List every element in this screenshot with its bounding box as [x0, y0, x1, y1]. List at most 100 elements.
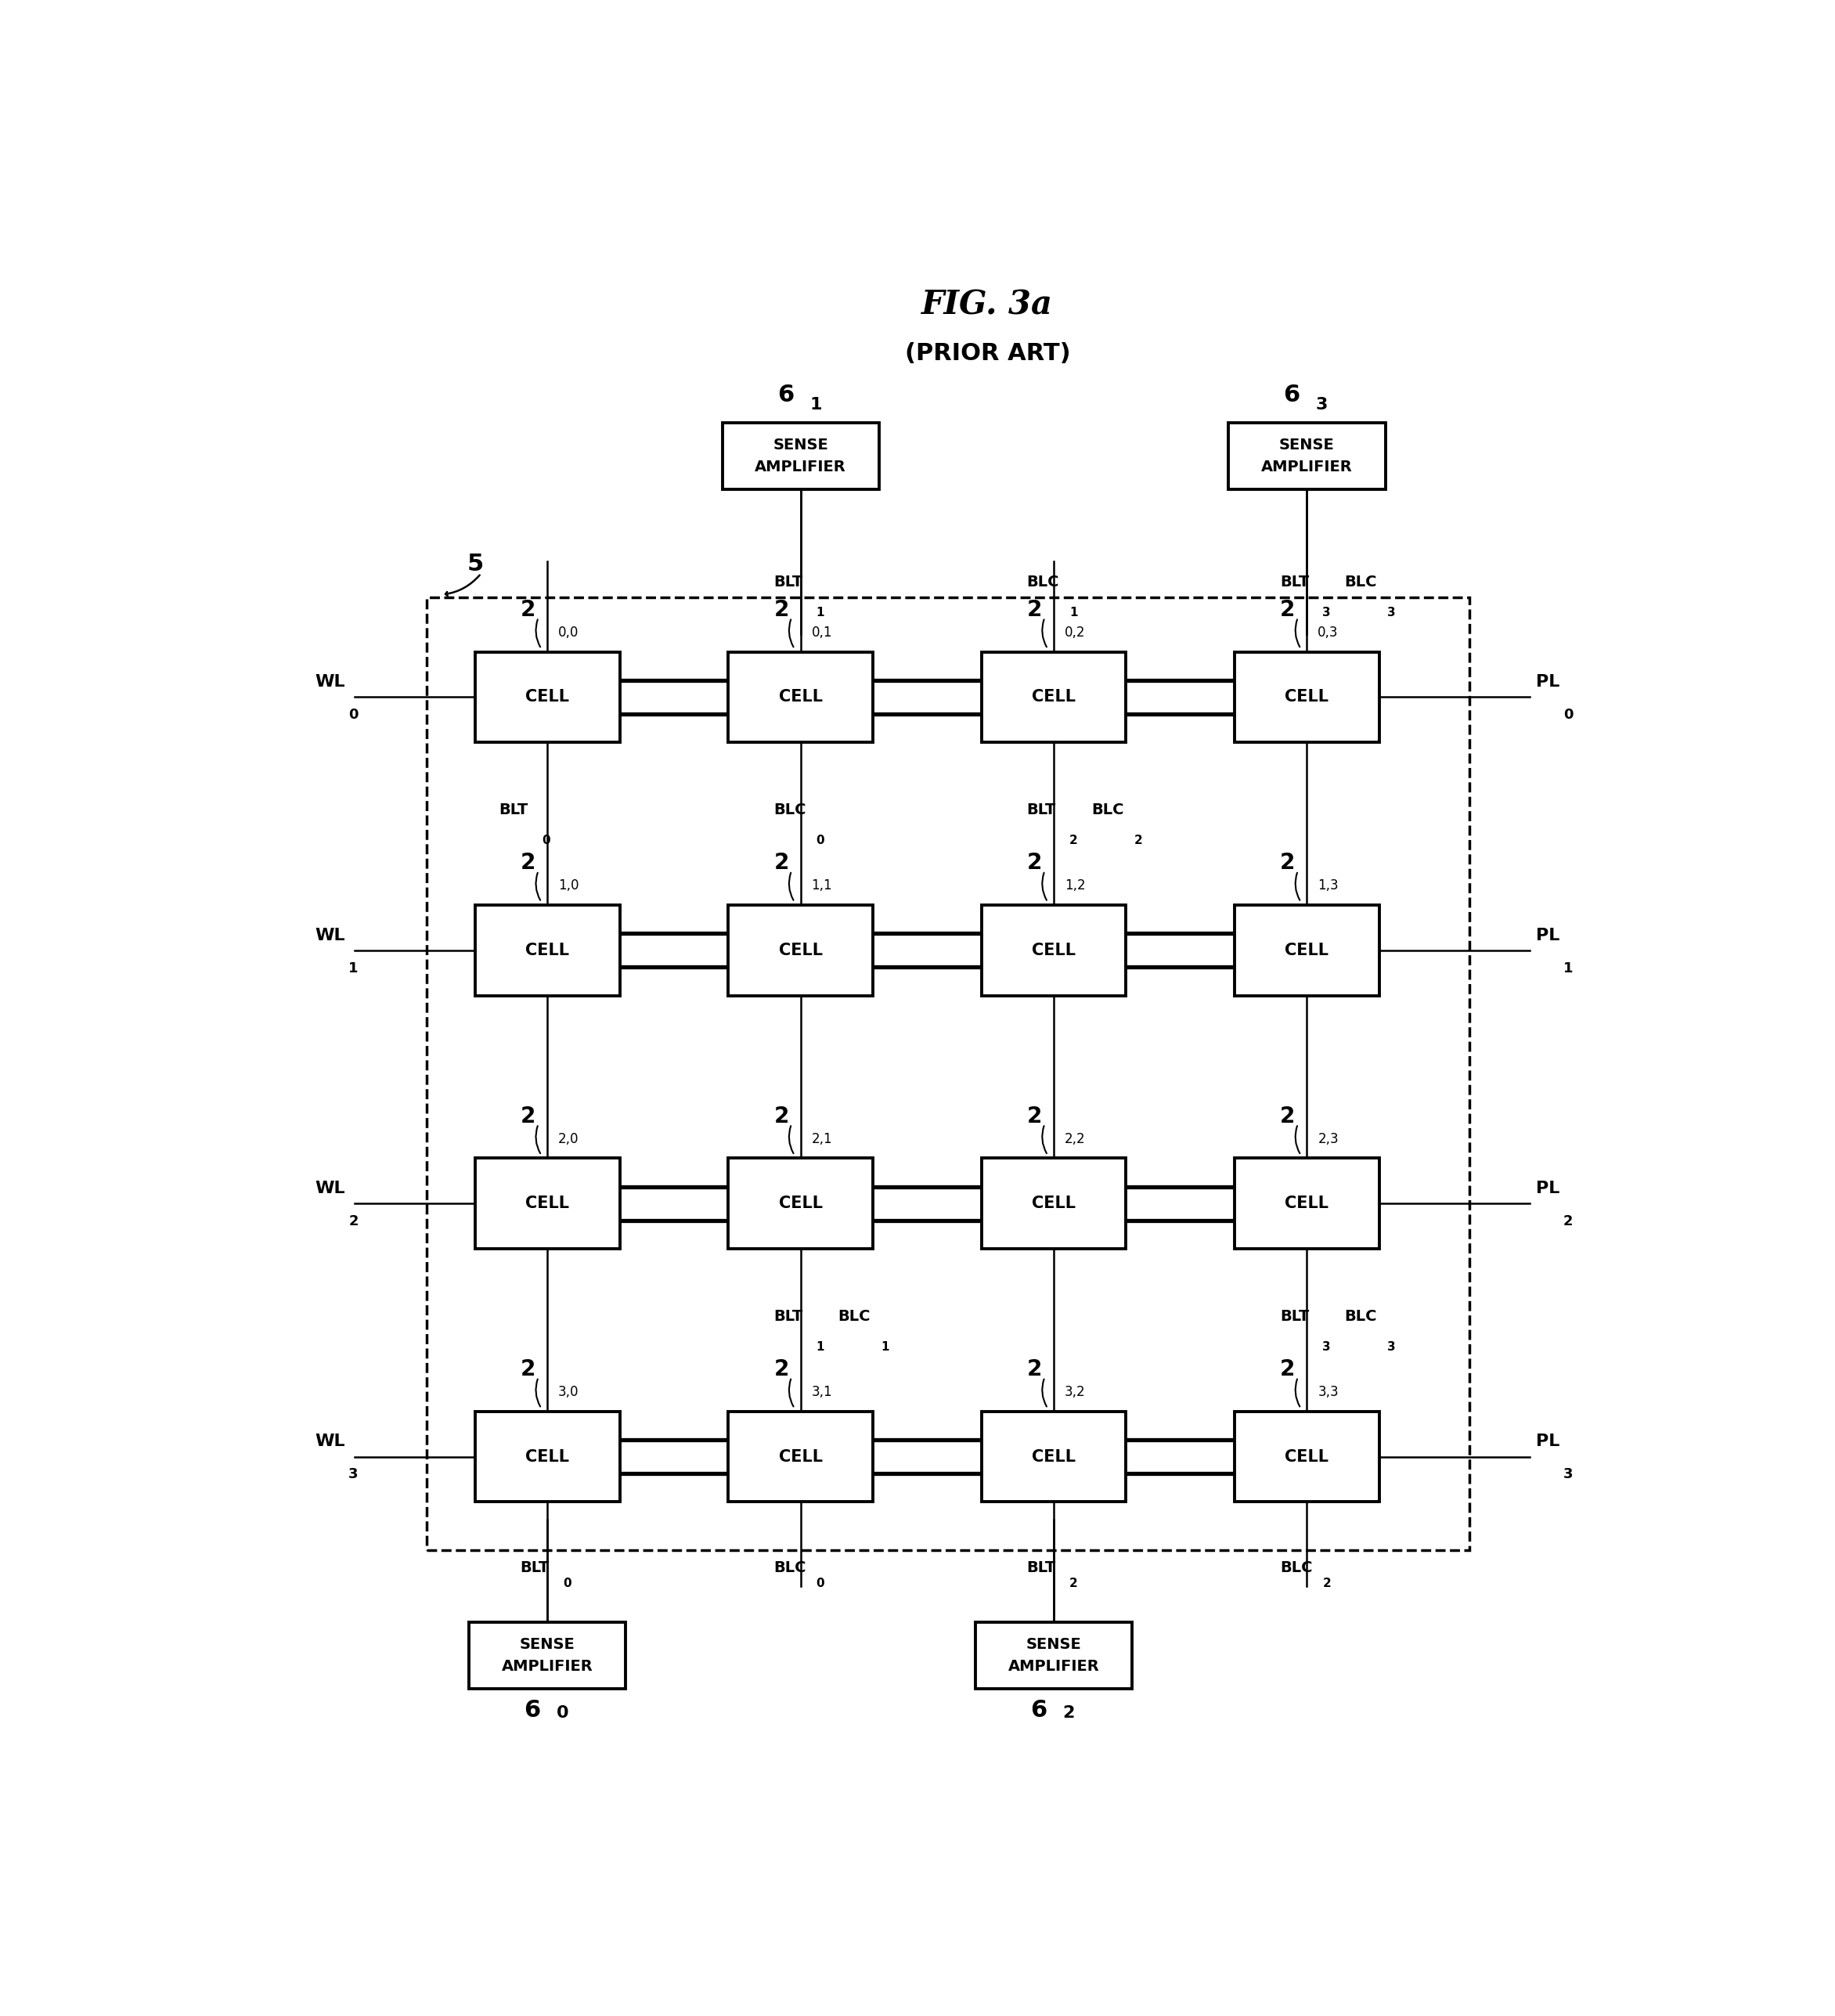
Text: 2: 2 — [1028, 599, 1042, 621]
Text: 3: 3 — [1323, 607, 1330, 619]
Text: CELL: CELL — [1031, 1450, 1075, 1464]
Text: 2: 2 — [1323, 1577, 1330, 1589]
Text: BLT: BLT — [1026, 802, 1055, 818]
Text: 0,2: 0,2 — [1064, 625, 1084, 639]
Text: AMPLIFIER: AMPLIFIER — [754, 460, 846, 474]
Text: 0: 0 — [349, 708, 358, 722]
Bar — [728, 1159, 873, 1248]
Text: BLC: BLC — [1345, 1308, 1376, 1325]
Text: 6: 6 — [1283, 383, 1301, 407]
Text: CELL: CELL — [1031, 689, 1075, 706]
Text: CELL: CELL — [525, 1450, 569, 1464]
Text: 3: 3 — [1323, 1341, 1330, 1353]
Bar — [1235, 651, 1380, 742]
Text: FIG. 3a: FIG. 3a — [921, 288, 1053, 323]
Text: 2: 2 — [1070, 835, 1077, 847]
Text: 2: 2 — [774, 1105, 789, 1127]
Text: 2: 2 — [521, 853, 536, 873]
Text: SENSE: SENSE — [519, 1637, 574, 1653]
Text: SENSE: SENSE — [773, 437, 828, 452]
Text: CELL: CELL — [1031, 1195, 1075, 1212]
Text: BLC: BLC — [1026, 575, 1059, 591]
Text: BLT: BLT — [1279, 575, 1308, 591]
Text: AMPLIFIER: AMPLIFIER — [501, 1659, 593, 1673]
Text: 1,1: 1,1 — [811, 879, 833, 893]
Text: 5: 5 — [466, 552, 483, 577]
Bar — [475, 1411, 620, 1502]
Text: 2: 2 — [1281, 599, 1296, 621]
Text: 2: 2 — [1281, 853, 1296, 873]
Text: 1,2: 1,2 — [1064, 879, 1086, 893]
Text: 1: 1 — [1070, 607, 1077, 619]
Text: AMPLIFIER: AMPLIFIER — [1261, 460, 1352, 474]
Text: BLC: BLC — [774, 1560, 806, 1574]
Text: 3,3: 3,3 — [1318, 1385, 1338, 1399]
Bar — [475, 651, 620, 742]
Text: 0,3: 0,3 — [1318, 625, 1338, 639]
Text: 2: 2 — [1281, 1105, 1296, 1127]
Text: WL: WL — [316, 673, 345, 689]
Text: PL: PL — [1536, 1433, 1560, 1450]
Bar — [1235, 905, 1380, 996]
Text: 2: 2 — [1070, 1577, 1077, 1589]
Text: 3: 3 — [349, 1468, 358, 1482]
Text: CELL: CELL — [778, 689, 822, 706]
Text: CELL: CELL — [778, 941, 822, 958]
Text: 6: 6 — [525, 1699, 541, 1722]
Bar — [728, 905, 873, 996]
Text: BLC: BLC — [1279, 1560, 1312, 1574]
Text: CELL: CELL — [778, 1195, 822, 1212]
Text: PL: PL — [1536, 1181, 1560, 1195]
Text: 2,3: 2,3 — [1318, 1131, 1338, 1145]
Text: 6: 6 — [778, 383, 795, 407]
Text: WL: WL — [316, 927, 345, 943]
Text: 1: 1 — [349, 962, 358, 976]
Text: (PRIOR ART): (PRIOR ART) — [905, 343, 1070, 365]
Text: 0,1: 0,1 — [811, 625, 833, 639]
Text: 1,3: 1,3 — [1318, 879, 1338, 893]
Text: CELL: CELL — [525, 1195, 569, 1212]
Text: 2: 2 — [774, 853, 789, 873]
Text: 2,0: 2,0 — [558, 1131, 580, 1145]
Text: 1: 1 — [1563, 962, 1573, 976]
Text: BLT: BLT — [774, 575, 802, 591]
Bar — [982, 1411, 1127, 1502]
Text: PL: PL — [1536, 927, 1560, 943]
Text: 3: 3 — [1316, 397, 1329, 413]
Text: BLT: BLT — [1279, 1308, 1308, 1325]
Text: BLT: BLT — [499, 802, 528, 818]
Bar — [1229, 423, 1385, 490]
Text: 2: 2 — [1028, 853, 1042, 873]
Text: PL: PL — [1536, 673, 1560, 689]
Bar — [982, 1159, 1127, 1248]
Text: 1,0: 1,0 — [558, 879, 580, 893]
Text: 3: 3 — [1387, 607, 1395, 619]
Text: 1: 1 — [881, 1341, 888, 1353]
Text: 2,2: 2,2 — [1064, 1131, 1086, 1145]
Text: 2,1: 2,1 — [811, 1131, 833, 1145]
Bar — [728, 1411, 873, 1502]
Text: BLC: BLC — [839, 1308, 870, 1325]
Text: 2: 2 — [1134, 835, 1143, 847]
Text: WL: WL — [316, 1181, 345, 1195]
Bar — [1235, 1411, 1380, 1502]
Bar — [976, 1623, 1132, 1689]
Bar — [982, 651, 1127, 742]
Text: 3,2: 3,2 — [1064, 1385, 1086, 1399]
Text: CELL: CELL — [525, 941, 569, 958]
Text: CELL: CELL — [1284, 941, 1329, 958]
Text: 0: 0 — [541, 835, 550, 847]
Text: CELL: CELL — [778, 1450, 822, 1464]
Bar — [982, 905, 1127, 996]
Bar — [475, 905, 620, 996]
Text: 3,1: 3,1 — [811, 1385, 833, 1399]
Text: 3: 3 — [1563, 1468, 1573, 1482]
Text: 1: 1 — [809, 397, 822, 413]
Text: CELL: CELL — [1031, 941, 1075, 958]
Text: 0: 0 — [556, 1706, 569, 1722]
Text: CELL: CELL — [1284, 1195, 1329, 1212]
Text: BLT: BLT — [1026, 1560, 1055, 1574]
Text: 0: 0 — [817, 1577, 824, 1589]
Text: 2: 2 — [349, 1214, 358, 1228]
Text: 0: 0 — [1563, 708, 1573, 722]
